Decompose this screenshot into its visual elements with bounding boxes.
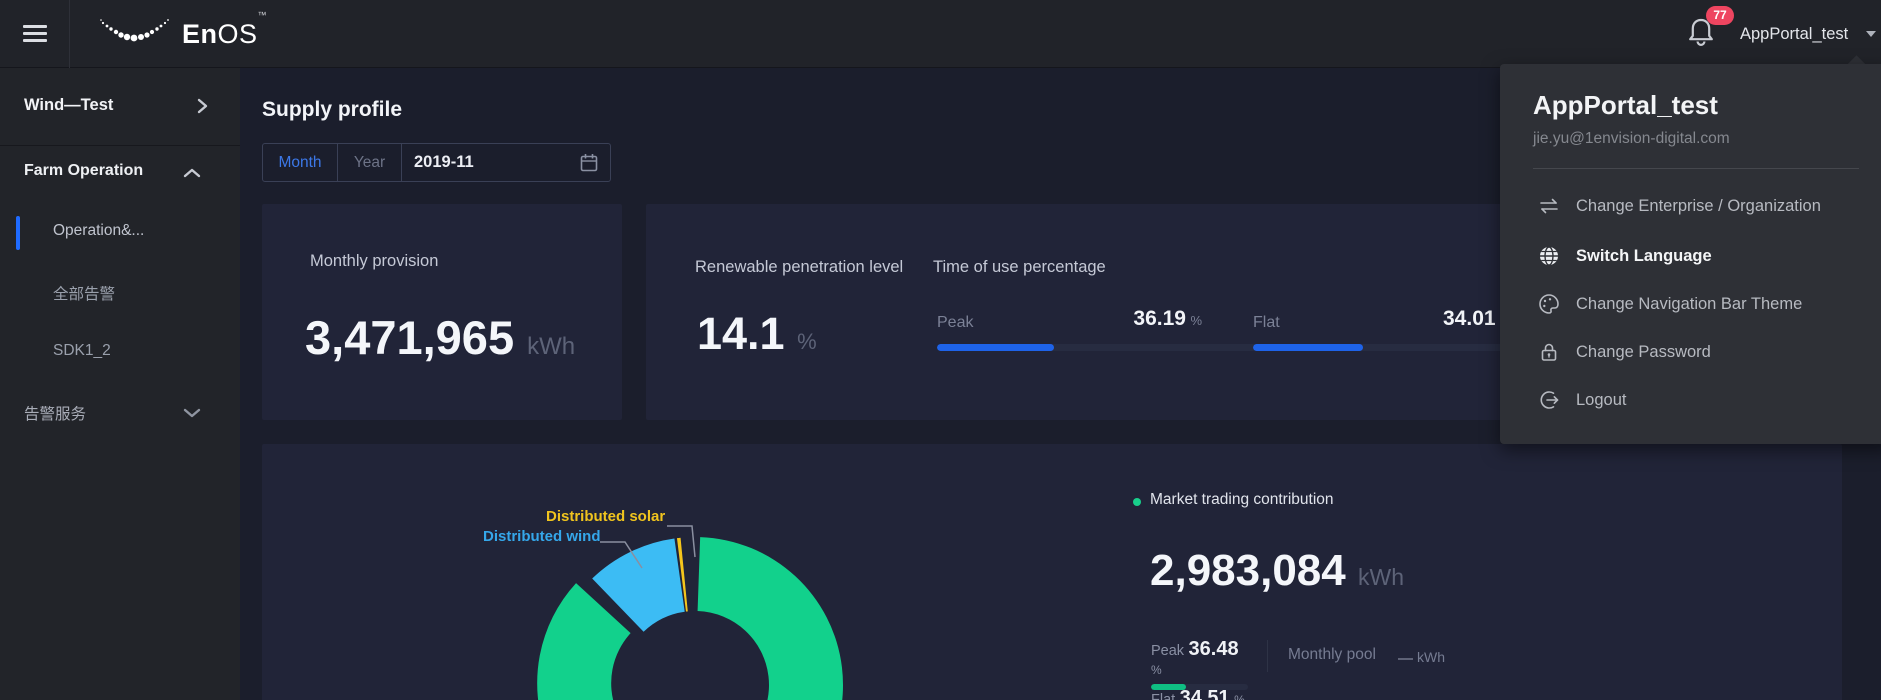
donut-segment[interactable] <box>676 537 688 612</box>
monthly-provision-label: Monthly provision <box>310 252 439 270</box>
globe-icon <box>1540 246 1558 266</box>
monthly-provision-value: 3,471,965 kWh <box>305 311 576 364</box>
menu-item-change-password[interactable]: Change Password <box>1500 327 1881 377</box>
peak-value: 36.19 % <box>1133 307 1202 330</box>
supply-chart-card: Distributed solar Distributed wind Marke… <box>262 444 1842 700</box>
brand-text: EnOS™ <box>182 9 268 49</box>
donut-segment[interactable] <box>560 537 843 700</box>
sidebar-group-alarm-service[interactable]: 告警服务 <box>24 406 87 423</box>
swap-icon <box>1540 198 1558 214</box>
tab-year[interactable]: Year <box>338 143 402 182</box>
divider <box>1267 640 1268 672</box>
top-bar: EnOS™ 77 AppPortal_test <box>0 0 1881 68</box>
label-distributed-wind: Distributed wind <box>483 528 601 545</box>
time-of-use-label: Time of use percentage <box>933 258 1106 276</box>
sidebar-item-wind-test[interactable]: Wind—Test <box>0 68 240 146</box>
hamburger-menu-button[interactable] <box>0 0 70 68</box>
notifications-button[interactable] <box>1686 14 1720 54</box>
market-peak-value: 36.48 <box>1188 638 1239 660</box>
sidebar-item-sdk1-2[interactable]: SDK1_2 <box>53 342 111 359</box>
flat-label: Flat <box>1253 314 1280 331</box>
legend-dot <box>1133 498 1141 506</box>
page-title: Supply profile <box>262 98 403 121</box>
renewable-unit: % <box>797 329 817 354</box>
user-menu-trigger[interactable]: AppPortal_test <box>1740 24 1849 43</box>
market-flat-value: 34.51 <box>1179 687 1230 700</box>
sidebar-item-operation[interactable]: Operation&... <box>53 222 145 239</box>
menu-item-change-theme[interactable]: Change Navigation Bar Theme <box>1500 279 1881 329</box>
chevron-down-icon[interactable] <box>182 406 202 420</box>
sidebar: Wind—Test Farm Operation Operation&... 全… <box>0 68 240 700</box>
chevron-down-icon <box>1866 31 1876 37</box>
active-item-indicator <box>16 216 20 250</box>
donut-segment[interactable] <box>592 538 685 632</box>
user-dropdown-panel: AppPortal_test jie.yu@1envision-digital.… <box>1500 64 1881 444</box>
peak-label: Peak <box>937 314 974 331</box>
menu-item-switch-language[interactable]: Switch Language <box>1500 231 1881 281</box>
market-peak-label: Peak <box>1151 643 1185 659</box>
market-flat: Flat 34.51 % <box>1151 687 1251 700</box>
peak-progress-bar <box>937 344 1260 351</box>
market-value: 2,983,084 kWh <box>1150 546 1404 595</box>
enos-logo-arc-icon <box>100 19 169 42</box>
donut-segment[interactable] <box>537 583 631 700</box>
monthly-provision-unit: kWh <box>527 333 576 360</box>
renewable-label: Renewable penetration level <box>695 258 904 276</box>
user-email: jie.yu@1envision-digital.com <box>1533 130 1730 147</box>
renewable-value: 14.1 % <box>697 308 817 359</box>
date-value: 2019-11 <box>414 153 474 171</box>
palette-icon <box>1539 294 1559 314</box>
bell-icon <box>1689 18 1713 46</box>
market-peak-bar <box>1151 684 1248 690</box>
market-legend[interactable]: Market trading contribution <box>1150 491 1334 508</box>
enos-logo: EnOS™ <box>100 0 267 68</box>
calendar-icon <box>580 154 598 172</box>
monthly-pool-label: Monthly pool <box>1288 646 1376 663</box>
divider <box>1533 168 1859 169</box>
hamburger-icon <box>23 25 47 28</box>
monthly-provision-card: Monthly provision 3,471,965 kWh <box>262 204 622 420</box>
monthly-pool-unit: kWh <box>1417 649 1445 665</box>
supply-donut-chart[interactable] <box>262 444 1162 700</box>
chevron-right-icon <box>197 98 208 114</box>
solar-leader-line <box>667 525 696 558</box>
logout-icon <box>1540 391 1559 409</box>
menu-item-change-enterprise[interactable]: Change Enterprise / Organization <box>1500 181 1881 231</box>
monthly-pool-value: — <box>1398 650 1413 667</box>
lock-icon <box>1541 343 1557 361</box>
notification-count-badge: 77 <box>1706 6 1734 25</box>
market-peak: Peak 36.48 % <box>1151 638 1251 690</box>
chevron-up-icon[interactable] <box>182 166 202 180</box>
flat-progress-bar <box>1253 344 1576 351</box>
period-selector: Month Year 2019-11 <box>262 143 611 182</box>
tab-month[interactable]: Month <box>262 143 338 182</box>
label-distributed-solar: Distributed solar <box>546 508 666 525</box>
sidebar-group-farm-operation[interactable]: Farm Operation <box>24 162 144 179</box>
menu-item-logout[interactable]: Logout <box>1500 375 1881 425</box>
date-picker[interactable]: 2019-11 <box>401 143 611 182</box>
user-menu-title: AppPortal_test <box>1533 90 1718 120</box>
wind-leader-line <box>600 541 643 569</box>
sidebar-item-all-alarms[interactable]: 全部告警 <box>53 286 116 303</box>
market-flat-label: Flat <box>1151 692 1176 700</box>
market-unit: kWh <box>1357 564 1404 590</box>
